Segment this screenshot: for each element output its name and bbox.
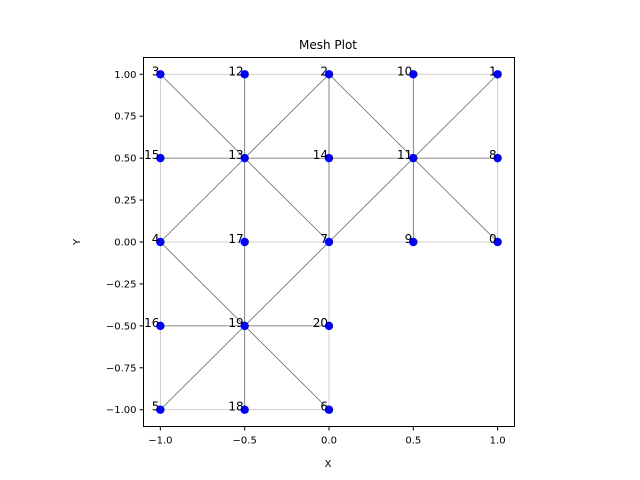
mesh-node-point: [493, 237, 502, 247]
mesh-node-point: [409, 70, 418, 79]
mesh-node-point: [324, 321, 334, 331]
mesh-node-label: 7: [320, 232, 328, 246]
x-tick-label: 1.0: [490, 436, 506, 447]
mesh-node-label: 9: [405, 232, 413, 246]
mesh-node-point: [156, 321, 165, 331]
mesh-edge: [413, 73, 498, 159]
mesh-edge: [244, 325, 330, 411]
y-tick-label: 0.50: [114, 154, 136, 165]
mesh-node-point: [156, 153, 165, 163]
mesh-node-point: [409, 153, 418, 163]
mesh-node-point: [156, 237, 165, 247]
y-tick-label: −0.50: [106, 321, 137, 332]
mesh-node-label: 19: [228, 316, 243, 330]
x-tick-label: −1.0: [148, 436, 172, 447]
mesh-node-label: 2: [320, 64, 328, 78]
mesh-node-point: [493, 70, 502, 79]
mesh-edge: [244, 157, 330, 243]
y-axis-label: Y: [72, 238, 83, 246]
mesh-node-label: 10: [397, 64, 412, 78]
y-tick-label: 1.00: [114, 70, 136, 81]
mesh-node-label: 17: [228, 232, 243, 246]
mesh-node-point: [409, 237, 418, 247]
mesh-node-label: 14: [313, 148, 328, 162]
y-axis: −1.00 −0.75 −0.50 −0.25 0.00 0.25 0.50 0.75 1.00: [106, 70, 144, 416]
x-tick-label: −0.5: [233, 436, 257, 447]
mesh-node-label: 13: [228, 148, 243, 162]
mesh-node-point: [324, 70, 334, 79]
mesh-node-label: 6: [320, 400, 328, 414]
mesh-edges: [159, 73, 499, 411]
mesh-edge: [413, 157, 498, 243]
mesh-node-label: 16: [144, 316, 159, 330]
mesh-node-point: [324, 153, 334, 163]
x-tick-label: 0.5: [405, 436, 421, 447]
mesh-node-label: 0: [489, 232, 497, 246]
x-tick-label: 0.0: [321, 436, 337, 447]
mesh-edge: [244, 241, 330, 327]
mesh-node-point: [240, 237, 249, 247]
mesh-node-point: [156, 70, 165, 79]
y-tick-label: −0.75: [106, 363, 137, 374]
mesh-node-point: [324, 405, 334, 414]
mesh-node-point: [240, 70, 249, 79]
mesh-node-label: 5: [152, 400, 160, 414]
mesh-node-label: 1: [489, 64, 497, 78]
chart-title: Mesh Plot: [299, 38, 357, 52]
mesh-node-point: [324, 237, 334, 247]
mesh-node-point: [493, 153, 502, 163]
y-tick-label: 0.25: [114, 196, 136, 207]
mesh-edge: [160, 157, 245, 243]
mesh-node-label: 4: [152, 232, 160, 246]
mesh-edge: [328, 157, 414, 243]
y-tick-label: 0.75: [114, 112, 136, 123]
mesh-node-label: 15: [144, 148, 159, 162]
mesh-edge: [328, 73, 414, 159]
mesh-node-label: 18: [228, 400, 243, 414]
mesh-node-label: 11: [397, 148, 412, 162]
mesh-edge: [160, 241, 245, 327]
mesh-points: [156, 70, 502, 414]
x-axis: −1.0 −0.5 0.0 0.5 1.0: [148, 426, 506, 447]
mesh-node-point: [240, 321, 249, 331]
mesh-node-point: [240, 153, 249, 163]
mesh-node-point: [156, 405, 165, 414]
mesh-node-label: 3: [152, 64, 160, 78]
mesh-edge: [160, 325, 245, 411]
mesh-node-label: 8: [489, 148, 497, 162]
x-axis-label: X: [325, 459, 332, 470]
mesh-edge: [160, 73, 245, 159]
mesh-node-point: [240, 405, 249, 414]
y-tick-label: 0.00: [114, 238, 136, 249]
y-tick-label: −1.00: [106, 405, 137, 416]
mesh-node-label: 12: [228, 64, 243, 78]
y-tick-label: −0.25: [106, 279, 137, 290]
mesh-node-label: 20: [313, 316, 328, 330]
mesh-edge: [244, 73, 330, 159]
